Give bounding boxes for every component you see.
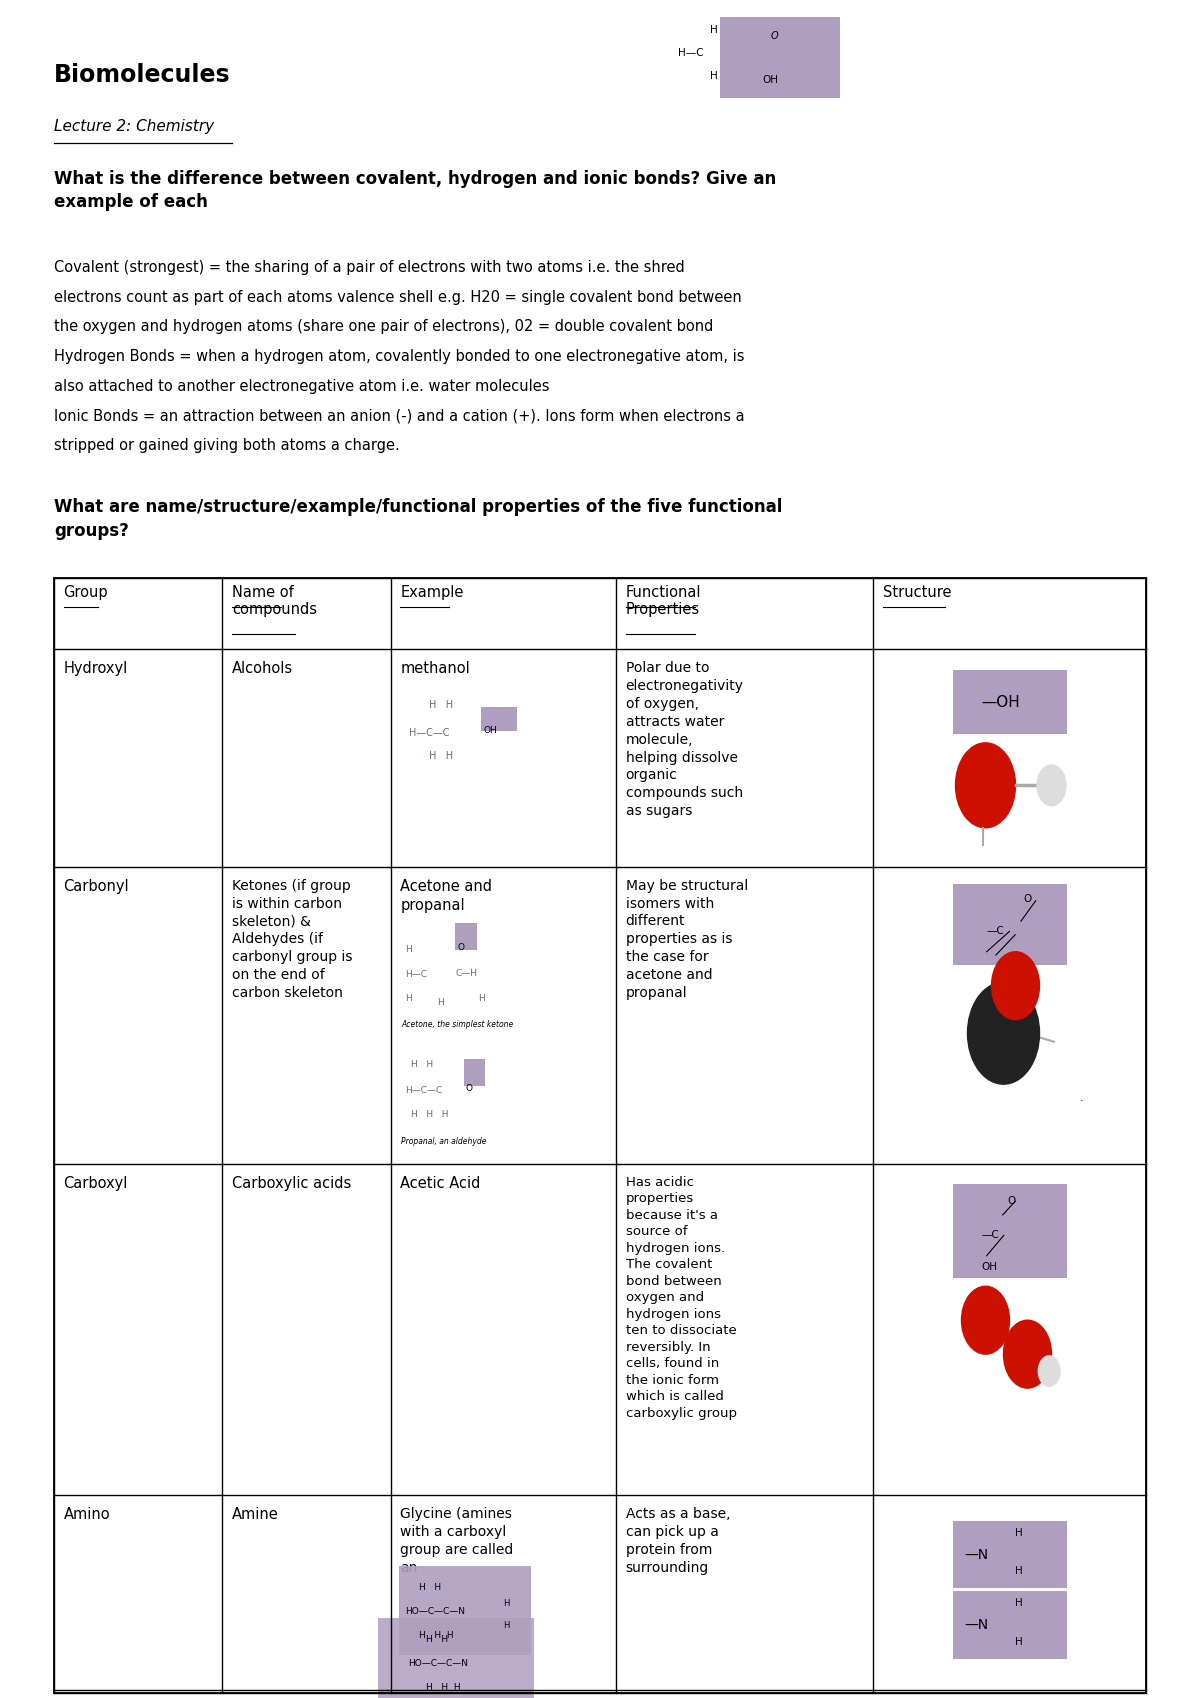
Text: Acetic Acid: Acetic Acid: [401, 1177, 481, 1190]
Text: H: H: [710, 71, 718, 82]
Circle shape: [955, 744, 1015, 829]
Bar: [953, 1185, 1067, 1279]
Text: methanol: methanol: [401, 662, 470, 676]
Bar: [953, 671, 1067, 735]
Text: Glycine (amines
with a carboxyl
group are called
an: Glycine (amines with a carboxyl group ar…: [401, 1508, 514, 1574]
Bar: [456, 924, 478, 951]
Text: H   H: H H: [420, 1584, 442, 1593]
Bar: [953, 885, 1067, 966]
Text: O: O: [458, 944, 464, 953]
Text: O: O: [1007, 1197, 1015, 1206]
Text: Has acidic
properties
because it's a
source of
hydrogen ions.
The covalent
bond : Has acidic properties because it's a sou…: [625, 1177, 737, 1420]
Text: H   H  H: H H H: [426, 1683, 461, 1691]
Text: What is the difference between covalent, hydrogen and ionic bonds? Give an
examp: What is the difference between covalent,…: [54, 170, 776, 211]
Text: Alcohols: Alcohols: [232, 662, 293, 676]
Text: Polar due to
electronegativity
of oxygen,
attracts water
molecule,
helping disso: Polar due to electronegativity of oxygen…: [625, 662, 744, 818]
Circle shape: [991, 953, 1039, 1020]
Text: Structure: Structure: [883, 586, 952, 599]
Text: —C: —C: [982, 1231, 998, 1240]
Text: HO—C—C—N: HO—C—C—N: [406, 1608, 466, 1616]
Text: O: O: [466, 1085, 472, 1094]
Text: electrons count as part of each atoms valence shell e.g. H20 = single covalent b: electrons count as part of each atoms va…: [54, 290, 742, 304]
Text: H—C—C: H—C—C: [406, 1087, 443, 1095]
Circle shape: [967, 983, 1039, 1085]
Bar: [720, 17, 840, 98]
Text: HO—C—C—N: HO—C—C—N: [408, 1659, 468, 1667]
Text: Example: Example: [401, 586, 463, 599]
Text: Carboxylic acids: Carboxylic acids: [232, 1177, 352, 1190]
Text: stripped or gained giving both atoms a charge.: stripped or gained giving both atoms a c…: [54, 438, 400, 453]
Text: H: H: [1015, 1598, 1022, 1608]
Text: H   H: H H: [430, 752, 454, 761]
Text: Acetone and
propanal: Acetone and propanal: [401, 880, 492, 914]
Text: H: H: [710, 25, 718, 36]
Bar: [464, 1060, 486, 1087]
Text: H: H: [1015, 1528, 1022, 1538]
Text: the oxygen and hydrogen atoms (share one pair of electrons), 02 = double covalen: the oxygen and hydrogen atoms (share one…: [54, 319, 713, 335]
Text: Hydroxyl: Hydroxyl: [64, 662, 128, 676]
Text: —N: —N: [965, 1618, 989, 1632]
Text: Lecture 2: Chemistry: Lecture 2: Chemistry: [54, 119, 214, 134]
Text: H—C—C: H—C—C: [409, 728, 449, 737]
Text: O: O: [770, 31, 778, 41]
Text: Amine: Amine: [232, 1508, 278, 1521]
Text: —N: —N: [965, 1547, 989, 1562]
Text: Covalent (strongest) = the sharing of a pair of electrons with two atoms i.e. th: Covalent (strongest) = the sharing of a …: [54, 260, 685, 275]
Text: Acts as a base,
can pick up a
protein from
surrounding: Acts as a base, can pick up a protein fr…: [625, 1508, 730, 1574]
Text: Ketones (if group
is within carbon
skeleton) &
Aldehydes (if
carbonyl group is
o: Ketones (if group is within carbon skele…: [232, 880, 353, 1000]
Text: Ionic Bonds = an attraction between an anion (-) and a cation (+). Ions form whe: Ionic Bonds = an attraction between an a…: [54, 409, 745, 423]
Bar: [953, 1591, 1067, 1659]
Text: H   H: H H: [430, 701, 454, 710]
Text: .: .: [1080, 1094, 1084, 1102]
Text: H: H: [406, 995, 412, 1004]
Text: —OH: —OH: [982, 694, 1020, 710]
Bar: [378, 1618, 534, 1698]
Bar: [953, 1521, 1067, 1589]
Text: Hydrogen Bonds = when a hydrogen atom, covalently bonded to one electronegative : Hydrogen Bonds = when a hydrogen atom, c…: [54, 350, 744, 363]
Text: H: H: [1015, 1567, 1022, 1576]
Bar: [54, 579, 1146, 1693]
Circle shape: [961, 1287, 1009, 1355]
Text: OH: OH: [762, 75, 778, 85]
Text: OH: OH: [982, 1263, 997, 1272]
Text: H: H: [479, 995, 485, 1004]
Text: H: H: [504, 1622, 510, 1630]
Circle shape: [1038, 1357, 1060, 1387]
Text: H: H: [504, 1600, 510, 1608]
Text: Carboxyl: Carboxyl: [64, 1177, 128, 1190]
Text: H   H: H H: [426, 1635, 448, 1644]
Text: Functional
Properties: Functional Properties: [625, 586, 701, 618]
Text: Biomolecules: Biomolecules: [54, 63, 230, 87]
Text: —C: —C: [986, 927, 1004, 936]
Text: H: H: [438, 998, 444, 1007]
Text: H: H: [1015, 1637, 1022, 1647]
Circle shape: [1003, 1321, 1051, 1389]
Text: H: H: [406, 946, 412, 954]
Text: H   H   H: H H H: [412, 1110, 449, 1119]
Text: May be structural
isomers with
different
properties as is
the case for
acetone a: May be structural isomers with different…: [625, 880, 748, 1000]
Text: C—H: C—H: [456, 970, 478, 978]
Text: Name of
compounds: Name of compounds: [232, 586, 317, 618]
Text: O: O: [1024, 895, 1032, 903]
Bar: [400, 1567, 532, 1656]
Text: Carbonyl: Carbonyl: [64, 880, 130, 893]
Bar: [481, 708, 517, 732]
Text: also attached to another electronegative atom i.e. water molecules: also attached to another electronegative…: [54, 379, 550, 394]
Circle shape: [1037, 766, 1066, 807]
Text: H—C: H—C: [678, 48, 703, 58]
Text: H   H  H: H H H: [420, 1632, 454, 1640]
Text: OH: OH: [484, 727, 497, 735]
Text: Group: Group: [64, 586, 108, 599]
Text: What are name/structure/example/functional properties of the five functional
gro: What are name/structure/example/function…: [54, 499, 782, 540]
Text: Acetone, the simplest ketone: Acetone, the simplest ketone: [402, 1020, 514, 1029]
Text: Amino: Amino: [64, 1508, 110, 1521]
Text: H—C: H—C: [406, 971, 427, 980]
Text: Propanal, an aldehyde: Propanal, an aldehyde: [402, 1138, 487, 1146]
Text: H   H: H H: [412, 1061, 433, 1070]
